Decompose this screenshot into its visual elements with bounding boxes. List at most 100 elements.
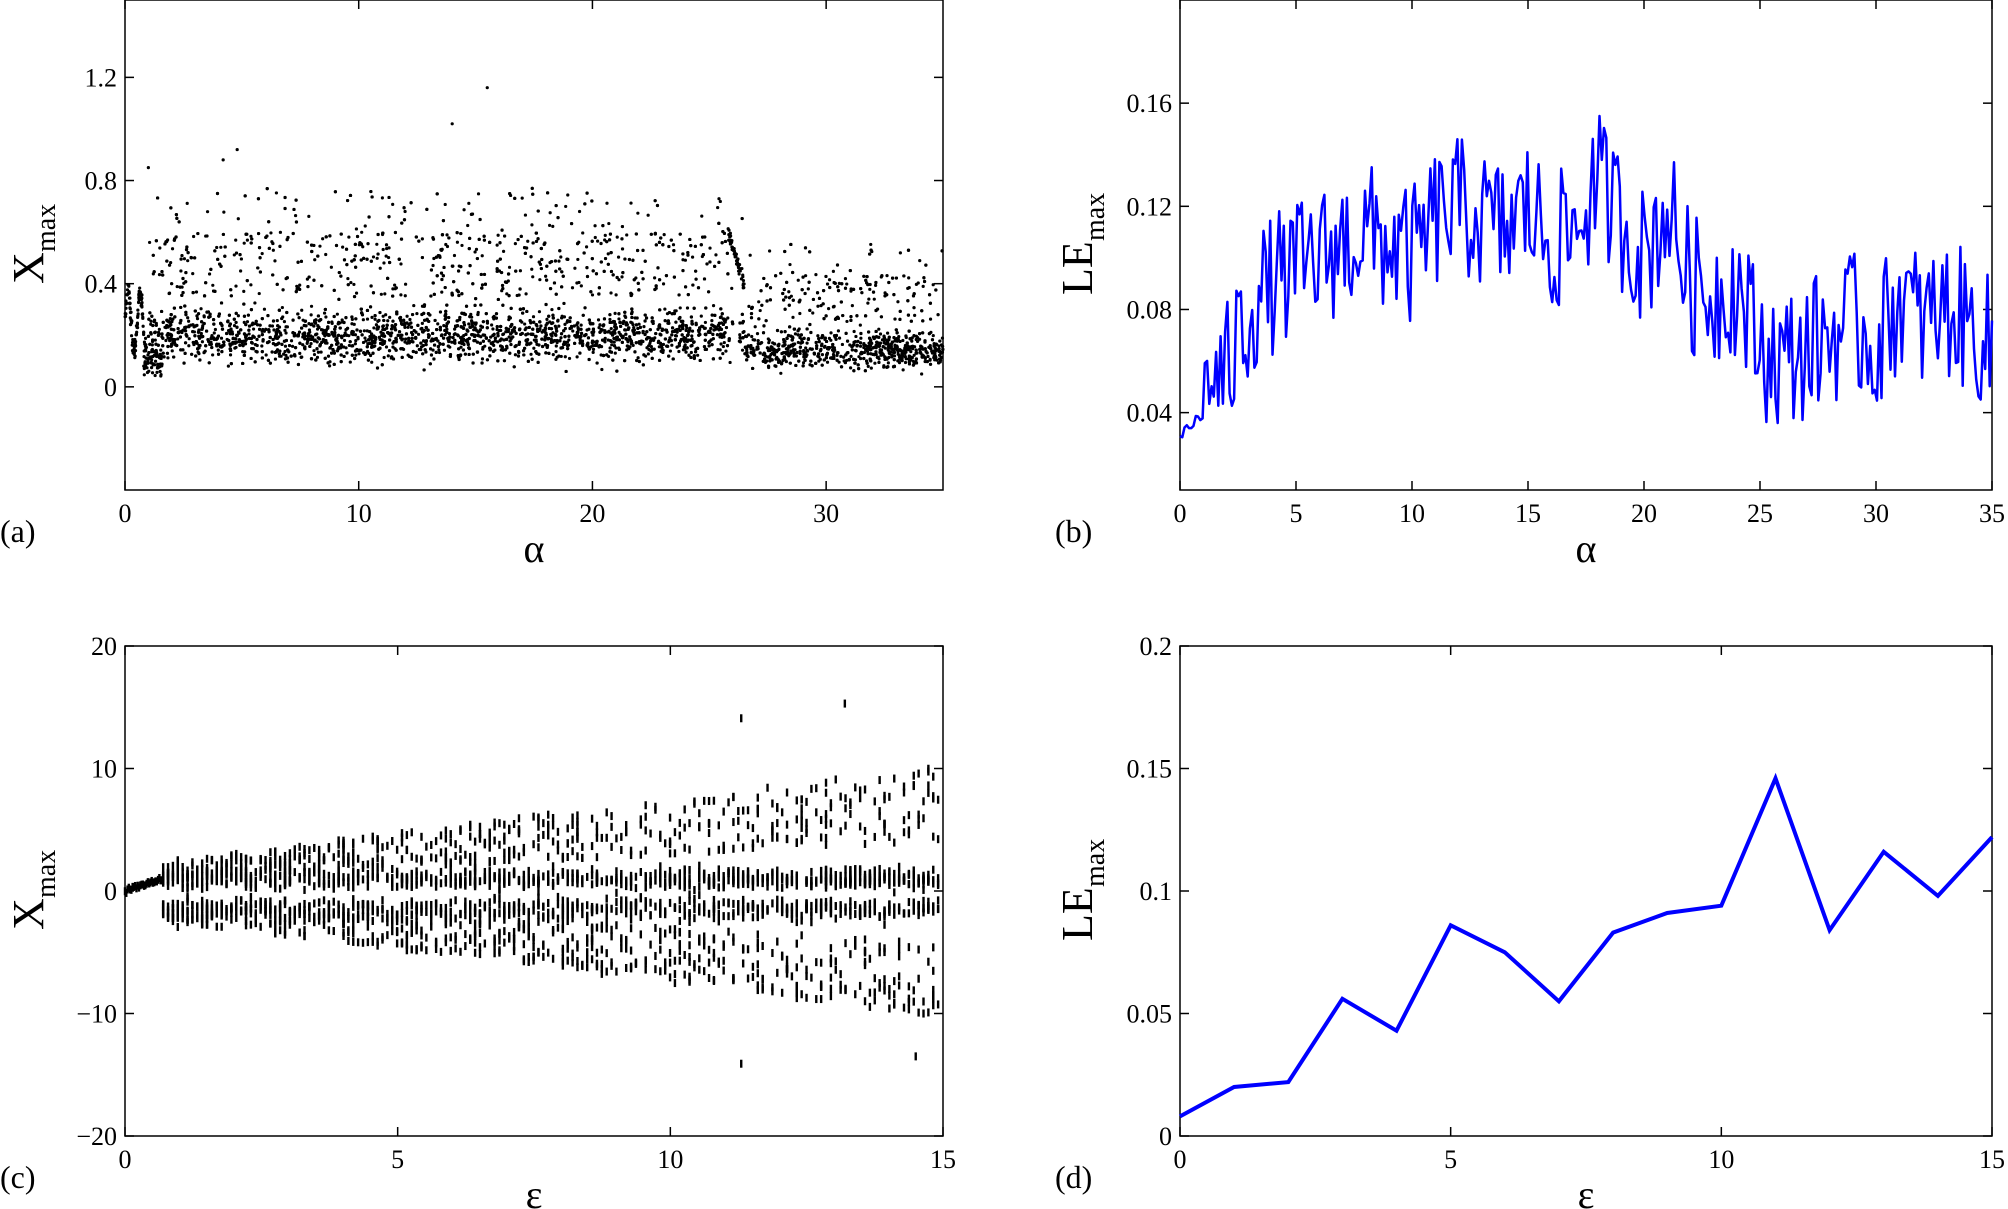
scatter-point: [422, 368, 426, 372]
scatter-point: [600, 367, 604, 372]
scatter-point: [653, 287, 657, 292]
scatter-point: [262, 307, 267, 311]
scatter-point: [494, 316, 498, 320]
scatter-point: [863, 369, 867, 373]
scatter-point: [783, 330, 787, 334]
scatter-point: [517, 340, 522, 344]
scatter-point: [663, 307, 667, 311]
scatter-point: [559, 255, 563, 259]
scatter-point: [632, 328, 636, 332]
scatter-point: [912, 306, 916, 310]
scatter-point: [898, 309, 902, 313]
scatter-point: [164, 338, 168, 343]
scatter-point: [129, 319, 133, 323]
scatter-point: [377, 335, 381, 339]
scatter-point: [464, 332, 468, 336]
scatter-point: [480, 357, 485, 361]
scatter-point: [466, 340, 470, 345]
scatter-point: [332, 314, 336, 319]
scatter-point: [385, 246, 389, 251]
scatter-point: [820, 363, 824, 367]
scatter-point: [874, 280, 878, 285]
scatter-point: [296, 334, 300, 338]
scatter-point: [589, 290, 593, 294]
scatter-point: [333, 190, 338, 194]
scatter-point: [181, 276, 185, 281]
scatter-point: [213, 327, 218, 332]
scatter-point: [278, 244, 282, 248]
scatter-point: [379, 330, 383, 334]
scatter-point: [238, 343, 242, 347]
scatter-point: [424, 325, 428, 330]
scatter-point: [590, 256, 594, 261]
scatter-point: [849, 354, 853, 358]
scatter-point: [548, 223, 552, 228]
scatter-point: [603, 329, 607, 333]
scatter-point: [641, 339, 645, 344]
scatter-point: [793, 332, 798, 336]
scatter-point: [726, 316, 730, 320]
scatter-point: [145, 366, 149, 370]
scatter-point: [630, 315, 634, 320]
scatter-point: [377, 318, 381, 323]
scatter-point: [292, 334, 296, 338]
scatter-point: [868, 282, 872, 287]
scatter-point: [941, 347, 945, 351]
scatter-point: [419, 341, 423, 345]
scatter-point: [342, 258, 347, 262]
scatter-point: [513, 241, 517, 246]
scatter-point: [823, 336, 827, 340]
scatter-point: [459, 345, 463, 349]
scatter-point: [217, 314, 221, 318]
scatter-point: [151, 354, 155, 359]
scatter-point: [410, 336, 414, 340]
scatter-point: [395, 312, 399, 316]
scatter-point: [801, 364, 805, 368]
scatter-point: [317, 319, 321, 323]
scatter-point: [557, 324, 561, 328]
scatter-point: [271, 241, 275, 246]
scatter-point: [749, 311, 754, 316]
scatter-point: [599, 327, 603, 332]
scatter-point: [479, 335, 483, 339]
scatter-point: [342, 354, 346, 359]
scatter-point: [157, 330, 161, 335]
scatter-point: [916, 281, 920, 285]
scatter-point: [835, 358, 839, 362]
scatter-point: [521, 311, 525, 315]
scatter-point: [501, 348, 505, 352]
scatter-point: [854, 334, 858, 339]
scatter-point: [717, 197, 721, 201]
scatter-point: [232, 317, 236, 321]
scatter-point: [547, 351, 551, 355]
scatter-point: [266, 313, 270, 318]
scatter-point: [724, 318, 728, 322]
scatter-point: [843, 286, 848, 290]
scatter-point: [256, 266, 260, 270]
scatter-point: [309, 304, 314, 308]
scatter-point: [657, 278, 662, 282]
scatter-point: [869, 366, 873, 370]
scatter-point: [379, 292, 383, 296]
scatter-point: [670, 330, 675, 334]
scatter-point: [556, 319, 560, 323]
scatter-point: [608, 232, 613, 236]
scatter-point: [313, 258, 317, 262]
scatter-point: [164, 240, 168, 244]
scatter-point: [703, 338, 707, 342]
scatter-point: [528, 318, 532, 323]
scatter-point: [577, 209, 582, 214]
scatter-point: [207, 272, 212, 276]
scatter-point: [318, 344, 322, 348]
scatter-point: [852, 369, 856, 373]
scatter-point: [922, 276, 926, 280]
scatter-point: [544, 274, 548, 278]
scatter-point: [810, 364, 814, 368]
scatter-point: [643, 332, 647, 337]
scatter-point: [686, 253, 690, 257]
scatter-point: [563, 326, 567, 331]
scatter-point: [930, 349, 934, 353]
scatter-point: [607, 221, 611, 226]
scatter-point: [712, 264, 717, 268]
scatter-point: [545, 191, 550, 195]
